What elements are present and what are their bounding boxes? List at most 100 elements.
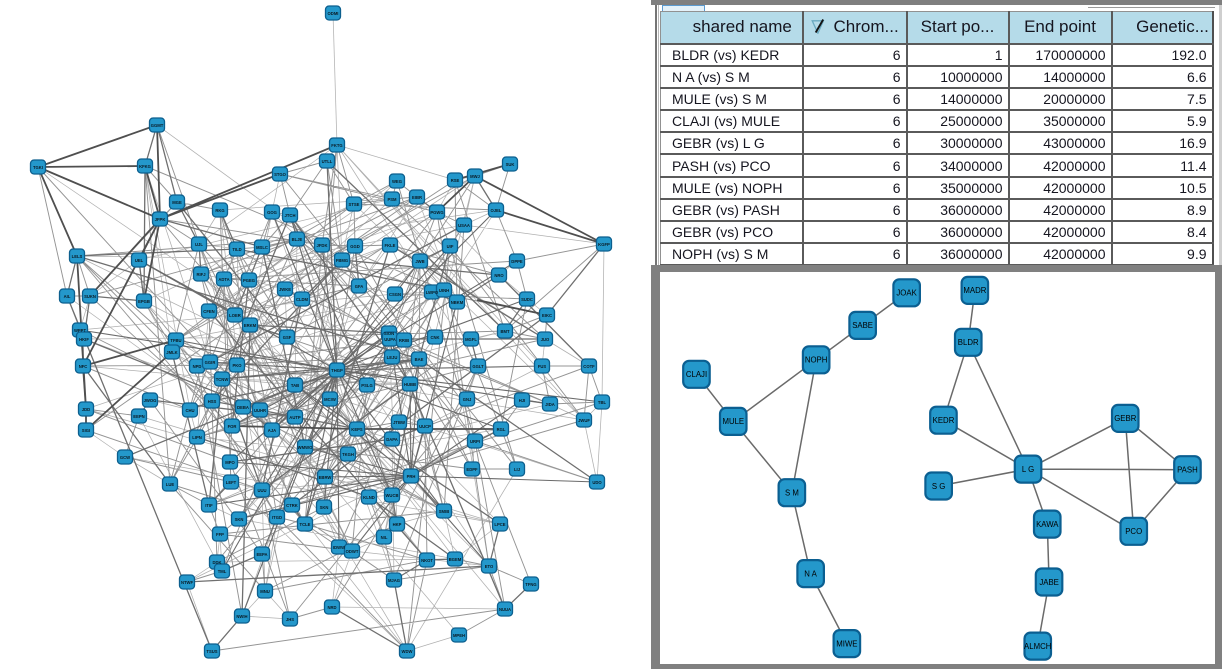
svg-text:JDD: JDD — [82, 407, 90, 412]
svg-text:ODMI: ODMI — [328, 11, 339, 16]
svg-text:EBRW: EBRW — [319, 475, 332, 480]
svg-text:UIF: UIF — [447, 244, 454, 249]
svg-text:PRH: PRH — [407, 474, 416, 479]
svg-text:ERKM: ERKM — [244, 323, 257, 328]
svg-text:SKN: SKN — [235, 517, 244, 522]
svg-text:UDO: UDO — [592, 480, 602, 485]
svg-text:JUO: JUO — [541, 337, 550, 342]
svg-text:GCW: GCW — [120, 455, 130, 460]
svg-text:RGL: RGL — [497, 427, 506, 432]
svg-text:NFC: NFC — [79, 364, 88, 369]
svg-text:CLDM: CLDM — [296, 297, 309, 302]
svg-text:MSLC: MSLC — [256, 245, 268, 250]
svg-text:UUCP: UUCP — [419, 424, 431, 429]
svg-text:WEG: WEG — [392, 179, 402, 184]
svg-text:IDWW: IDWW — [333, 545, 345, 550]
svg-text:GGD: GGD — [350, 244, 360, 249]
svg-text:JABE: JABE — [1039, 578, 1059, 587]
svg-text:EIBR: EIBR — [412, 195, 422, 200]
svg-text:JIDA: JIDA — [545, 402, 555, 407]
svg-text:HUBB: HUBB — [404, 382, 416, 387]
svg-text:PGWG: PGWG — [430, 210, 443, 215]
svg-text:GFA: GFA — [355, 284, 364, 289]
svg-text:LIJ: LIJ — [514, 467, 521, 472]
svg-text:CNK: CNK — [430, 335, 439, 340]
svg-text:MADR: MADR — [963, 286, 986, 295]
svg-text:SUDC: SUDC — [521, 297, 533, 302]
svg-text:URPI: URPI — [470, 439, 480, 444]
svg-text:BAE: BAE — [415, 357, 424, 362]
svg-text:UEL: UEL — [135, 258, 144, 263]
svg-text:FBMG: FBMG — [336, 258, 348, 263]
svg-text:SUKN: SUKN — [84, 294, 96, 299]
svg-text:RRIB: RRIB — [399, 338, 409, 343]
svg-text:GGLT: GGLT — [472, 364, 484, 369]
svg-text:TGKI: TGKI — [33, 165, 43, 170]
svg-text:HKP: HKP — [393, 522, 402, 527]
svg-text:JMLK: JMLK — [166, 350, 177, 355]
svg-text:NOPH: NOPH — [805, 356, 828, 365]
svg-text:HSS: HSS — [208, 399, 217, 404]
svg-text:JWOG: JWOG — [144, 398, 157, 403]
svg-text:RIFJ: RIFJ — [196, 272, 206, 277]
svg-text:TFBU: TFBU — [170, 338, 181, 343]
svg-text:TKGH: TKGH — [342, 452, 354, 457]
svg-text:UTLL: UTLL — [322, 159, 333, 164]
svg-text:FFP: FFP — [216, 532, 224, 537]
svg-text:GSF: GSF — [283, 335, 292, 340]
svg-text:JTBW: JTBW — [393, 420, 405, 425]
svg-text:FOR: FOR — [228, 424, 237, 429]
svg-text:NRO: NRO — [494, 273, 504, 278]
svg-text:JWKE: JWKE — [279, 287, 291, 292]
svg-text:PKO: PKO — [232, 363, 242, 368]
svg-text:MCIW: MCIW — [324, 397, 336, 402]
svg-text:JFDK: JFDK — [317, 243, 328, 248]
svg-text:LIPN: LIPN — [192, 435, 202, 440]
svg-text:FKTG: FKTG — [331, 143, 342, 148]
svg-text:SION: SION — [384, 331, 394, 336]
svg-text:WPPT: WPPT — [74, 328, 87, 333]
svg-text:UUPA: UUPA — [384, 337, 396, 342]
svg-text:BLDR: BLDR — [958, 338, 979, 347]
svg-text:NRD: NRD — [327, 605, 336, 610]
svg-text:KLND: KLND — [363, 495, 375, 500]
svg-text:JWUF: JWUF — [578, 418, 590, 423]
svg-text:ODWT: ODWT — [346, 549, 359, 554]
svg-text:HKIF: HKIF — [79, 337, 89, 342]
svg-text:JTCH: JTCH — [285, 213, 296, 218]
svg-text:KEDR: KEDR — [933, 416, 955, 425]
svg-text:MULE: MULE — [722, 417, 744, 426]
svg-text:EEPA: EEPA — [256, 552, 267, 557]
svg-text:TBL: TBL — [598, 400, 607, 405]
svg-text:AUTP: AUTP — [289, 415, 301, 420]
svg-text:TML: TML — [218, 569, 227, 574]
svg-text:BLJE: BLJE — [292, 237, 303, 242]
svg-text:EDPF: EDPF — [466, 467, 478, 472]
svg-text:THGP: THGP — [331, 368, 343, 373]
svg-text:ALMCH: ALMCH — [1024, 642, 1051, 651]
svg-text:BGEM: BGEM — [449, 557, 462, 562]
svg-text:HJI: HJI — [519, 398, 526, 403]
svg-text:WUCB: WUCB — [385, 493, 398, 498]
svg-text:FUS: FUS — [538, 364, 547, 369]
svg-text:PSM: PSM — [387, 197, 397, 202]
svg-text:KAWA: KAWA — [1036, 520, 1059, 529]
svg-text:GGIR: GGIR — [205, 360, 216, 365]
svg-text:LEFT: LEFT — [226, 480, 237, 485]
svg-text:UINH: UINH — [439, 288, 449, 293]
svg-text:MGFL: MGFL — [465, 337, 477, 342]
svg-text:DEBA: DEBA — [237, 405, 249, 410]
svg-text:MPO: MPO — [225, 460, 235, 465]
svg-text:KEPS: KEPS — [351, 427, 363, 432]
svg-text:JWB: JWB — [415, 259, 424, 264]
svg-text:S M: S M — [785, 489, 799, 498]
svg-text:CLAJI: CLAJI — [686, 370, 707, 379]
svg-text:L G: L G — [1022, 465, 1034, 474]
svg-text:ETO: ETO — [485, 564, 494, 569]
svg-text:N A: N A — [804, 569, 817, 578]
svg-text:STGO: STGO — [274, 172, 287, 177]
svg-text:EIKC: EIKC — [542, 313, 552, 318]
svg-text:MGE: MGE — [172, 200, 182, 205]
svg-text:FKLE: FKLE — [385, 243, 396, 248]
svg-text:SIGI: SIGI — [82, 428, 90, 433]
